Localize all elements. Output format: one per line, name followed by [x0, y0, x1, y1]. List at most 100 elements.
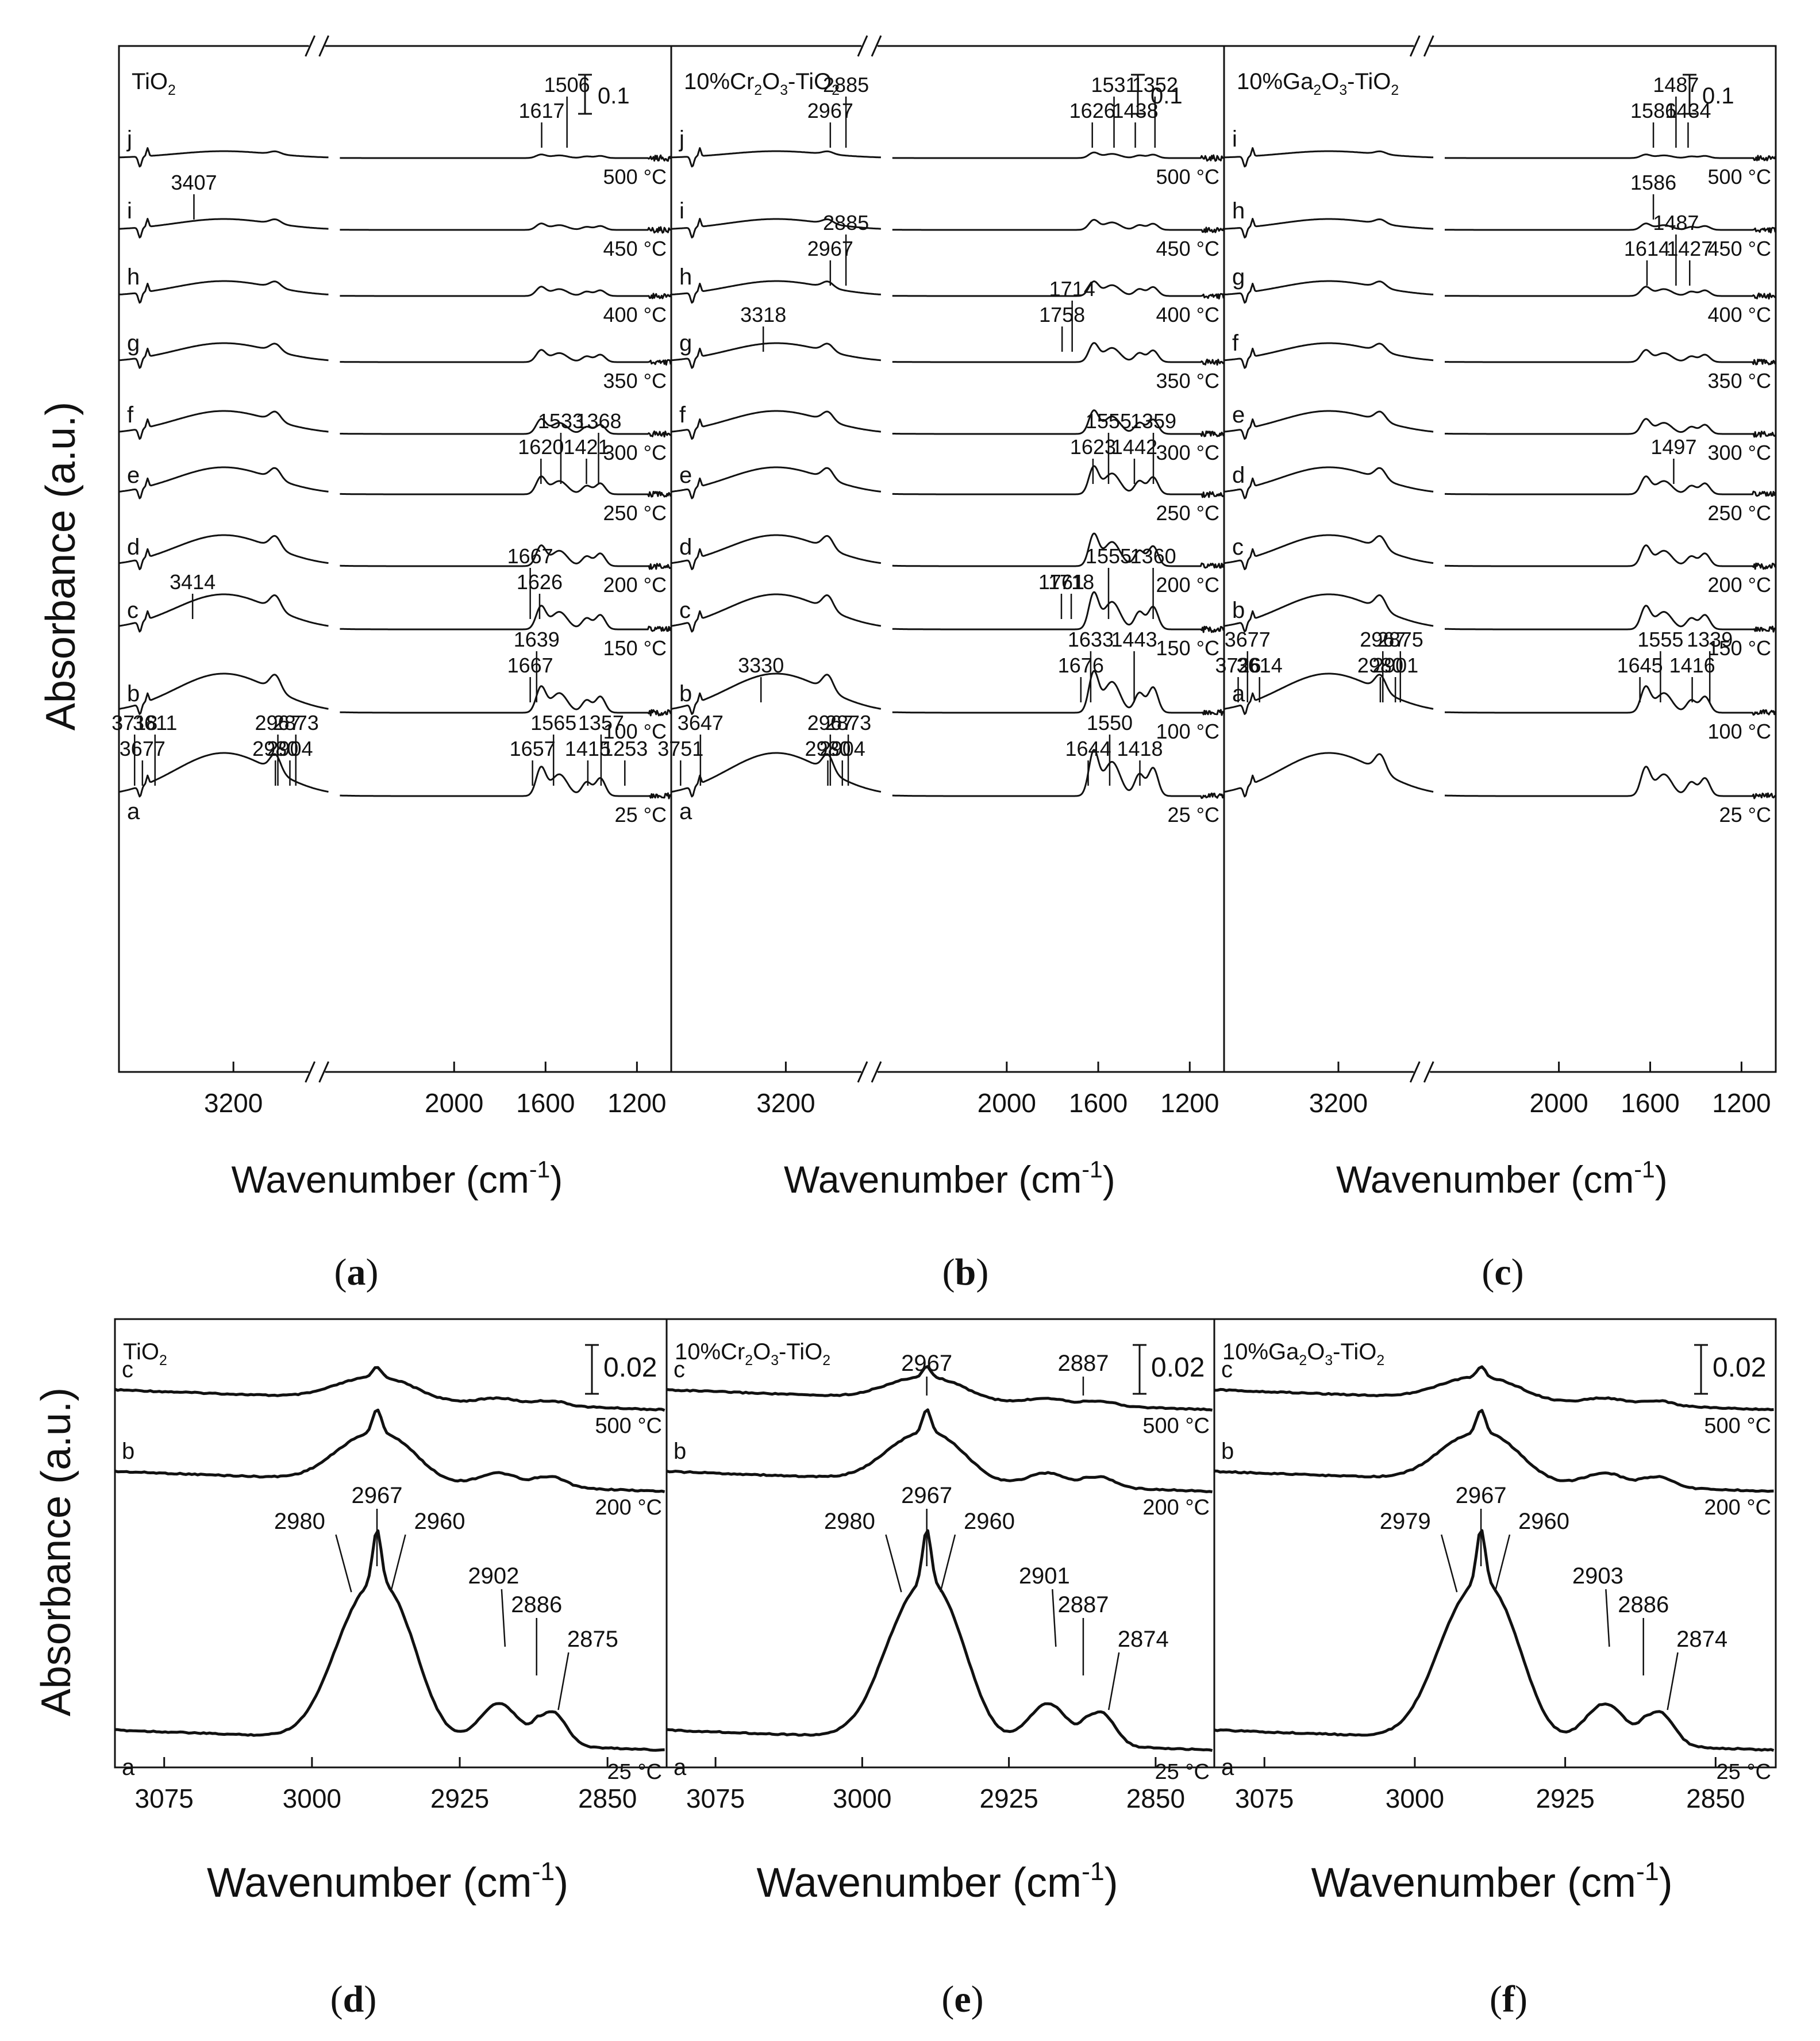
peak-label: 3677 [1225, 628, 1271, 651]
x-tick-label: 1200 [1712, 1088, 1771, 1118]
panel-frame [118, 45, 672, 1073]
trace-label: c [1221, 1357, 1233, 1382]
x-axis-title: Wavenumber (cm-1) [232, 1156, 563, 1201]
spectrum-trace [1445, 605, 1776, 633]
spectrum-trace [340, 286, 672, 299]
panel-b: 10%Cr2O3-TiO2 0.1 3200 2000 1600 1200 Wavenumb… [657, 35, 1225, 1201]
peak-label: 3677 [120, 737, 166, 760]
panel-title: 10%Ga2O3-TiO2 [1222, 1339, 1384, 1369]
peak-label: 2901 [1019, 1563, 1070, 1589]
spectrum-trace [340, 418, 672, 438]
spectrum-trace [1223, 218, 1434, 239]
peak-label: 1555 [1086, 544, 1132, 568]
panel-frame [1223, 45, 1777, 1073]
spectrum-trace [671, 466, 882, 499]
axis-break-mark [1423, 35, 1434, 57]
peak-label: 1565 [530, 711, 576, 735]
spectrum-trace [666, 1408, 1213, 1494]
spectrum-trace [1214, 1409, 1774, 1493]
panel-title: 10%Cr2O3-TiO2 [684, 69, 840, 98]
spectrum-trace [1444, 766, 1776, 800]
peak-label: 1427 [1667, 237, 1713, 260]
peak-leader [940, 1534, 956, 1593]
axis-break-mark [857, 35, 868, 57]
scale-bar-label: 0.1 [1151, 83, 1183, 109]
peak-label: 1718 [1048, 570, 1094, 594]
peak-label: 1644 [1065, 737, 1111, 760]
axis-break-mark [1423, 1061, 1434, 1083]
peak-label: 1253 [602, 737, 648, 760]
peak-leader [1667, 1652, 1679, 1711]
trace-label: h [1232, 198, 1245, 224]
peak-label: 1339 [1687, 628, 1733, 651]
spectrum-trace [666, 1365, 1213, 1412]
spectrum-trace [340, 153, 672, 162]
spectrum-trace [666, 1529, 1213, 1752]
axis-break-mark [305, 35, 316, 57]
scale-bar-label: 0.1 [1702, 83, 1734, 109]
peak-label: 3726 [1215, 654, 1261, 677]
peak-leader [390, 1534, 406, 1593]
x-axis-title: Wavenumber (cm-1) [207, 1858, 568, 1906]
temperature-label: 450 °C [1156, 237, 1219, 260]
panel-label: (e) [941, 1978, 983, 2020]
temperature-label: 200 °C [1708, 573, 1771, 597]
peak-label: 2967 [352, 1483, 403, 1508]
spectrum-trace [1223, 672, 1434, 715]
x-tick-label: 3000 [833, 1784, 891, 1813]
spectrum-trace [1445, 222, 1776, 234]
axis-break-mark [318, 1061, 330, 1083]
panel-f: 10%Ga2O3-TiO2 0.02 3075 3000 2925 2850 Wavenum… [1213, 1318, 1777, 1906]
peak-label: 1645 [1617, 654, 1663, 677]
temperature-label: 150 °C [1708, 636, 1771, 660]
spectrum-trace [1444, 685, 1776, 716]
spectrum-trace [118, 280, 329, 304]
spectrum-trace [118, 672, 329, 715]
peak-label: 1416 [1669, 654, 1715, 677]
x-axis-title: Wavenumber (cm-1) [1311, 1858, 1673, 1906]
peak-label: 1639 [514, 628, 560, 651]
spectrum-trace [1223, 466, 1434, 499]
y-axis-title: Absorbance (a.u.) [33, 1387, 79, 1716]
peak-label: 1442 [1111, 435, 1157, 459]
peak-label: 1667 [507, 654, 553, 677]
temperature-label: 500 °C [1708, 165, 1771, 189]
temperature-label: 200 °C [1142, 1496, 1210, 1520]
peak-label: 1676 [1058, 654, 1104, 677]
spectrum-trace [114, 1408, 665, 1493]
spectrum-trace [114, 1529, 665, 1752]
x-tick-label: 3000 [1386, 1784, 1444, 1813]
temperature-label: 400 °C [1156, 303, 1219, 326]
trace-label: b [1232, 598, 1245, 623]
spectrum-trace [892, 409, 1225, 437]
peak-label: 2904 [819, 737, 865, 760]
temperature-label: 250 °C [1156, 501, 1219, 525]
spectrum-trace [671, 410, 882, 440]
x-tick-label: 1600 [1621, 1088, 1679, 1118]
axis-break-mark [871, 1061, 882, 1083]
spectrum-trace [892, 280, 1225, 300]
spectrum-trace [892, 342, 1225, 366]
panel-frame [1213, 1318, 1777, 1769]
scale-bar-label: 0.02 [1151, 1352, 1205, 1383]
peak-label: 1555 [1637, 628, 1683, 651]
spectrum-trace [671, 534, 882, 570]
x-tick-label: 2000 [425, 1088, 483, 1118]
temperature-label: 500 °C [1156, 165, 1219, 189]
trace-label: c [674, 1357, 685, 1382]
spectrum-trace [1445, 475, 1776, 497]
spectrum-trace [1445, 349, 1776, 366]
x-tick-label: 3075 [686, 1784, 745, 1813]
x-tick-label: 2850 [578, 1784, 637, 1813]
temperature-label: 250 °C [1708, 501, 1771, 525]
spectrum-trace [1223, 534, 1434, 570]
temperature-label: 25 °C [607, 1760, 662, 1784]
spectrum-trace [671, 218, 881, 239]
temperature-label: 25 °C [1719, 803, 1771, 827]
spectrum-trace [118, 218, 329, 239]
temperature-label: 350 °C [603, 369, 667, 393]
peak-label: 2903 [1572, 1563, 1623, 1589]
temperature-label: 200 °C [1156, 573, 1219, 597]
peak-label: 2967 [255, 711, 301, 735]
spectrum-trace [119, 147, 329, 168]
